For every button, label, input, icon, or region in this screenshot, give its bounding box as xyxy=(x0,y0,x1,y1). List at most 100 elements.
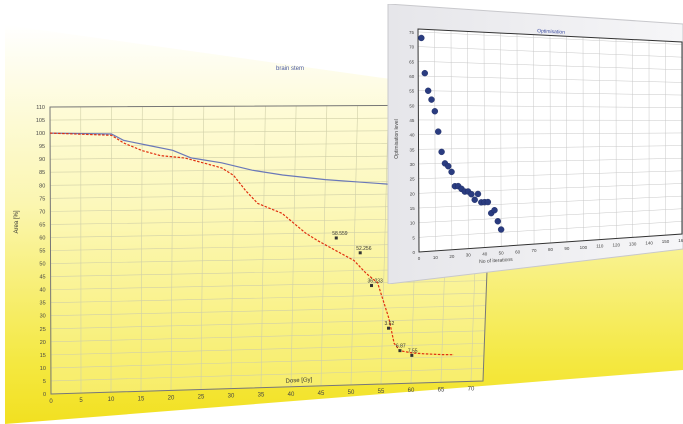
dvh-grid-line-y xyxy=(50,330,485,343)
dvh-y-tick-label: 5 xyxy=(43,379,46,385)
optimisation-points-group xyxy=(418,34,505,233)
dvh-y-tick-label: 45 xyxy=(39,275,45,281)
optimisation-grid-line-x xyxy=(516,33,518,246)
dvh-annotation-marker xyxy=(358,251,362,255)
optimisation-y-tick-label: 55 xyxy=(409,89,415,94)
dvh-y-tick-label: 85 xyxy=(39,170,45,176)
dvh-annotation-marker xyxy=(410,353,414,357)
dvh-annotations: 58.559 52.256 36.233 3.62 6.877.55 xyxy=(332,231,418,357)
optimisation-y-tick-label: 0 xyxy=(412,250,415,255)
dvh-x-tick-label: 55 xyxy=(378,389,385,395)
dvh-y-tick-label: 55 xyxy=(39,249,45,255)
optimisation-data-point xyxy=(484,198,492,206)
optimisation-data-point xyxy=(474,190,482,198)
dvh-x-tick-label: 35 xyxy=(258,393,265,399)
optimisation-x-tick-label: 40 xyxy=(482,252,488,257)
dvh-x-tick-label: 60 xyxy=(408,388,415,394)
optimisation-y-tick-label: 60 xyxy=(409,74,415,79)
dvh-x-tick-label: 45 xyxy=(318,391,325,397)
dvh-x-tick-label: 70 xyxy=(468,386,475,392)
optimisation-y-tick-label: 45 xyxy=(409,118,415,123)
dvh-y-tick-label: 30 xyxy=(40,314,46,320)
optimisation-data-point xyxy=(418,34,425,42)
optimisation-data-point xyxy=(494,218,502,225)
dvh-x-tick-label: 0 xyxy=(49,399,53,405)
dvh-y-tick-label: 70 xyxy=(39,209,45,215)
dvh-x-tick-label: 5 xyxy=(79,398,83,404)
plot-area-border xyxy=(49,104,494,395)
optimisation-data-point xyxy=(435,128,442,135)
optimisation-data-point xyxy=(445,163,452,170)
optimisation-grid-line-y xyxy=(418,46,683,58)
optimisation-grid-line-y xyxy=(418,195,683,209)
optimisation-x-tick-label: 110 xyxy=(596,244,604,249)
optimisation-grid-line-y xyxy=(418,90,683,96)
optimisation-grid-line-y xyxy=(418,157,683,165)
dvh-series-line-2 xyxy=(50,132,454,356)
optimisation-x-tick-label: 100 xyxy=(580,245,588,250)
dvh-y-tick-label: 80 xyxy=(39,183,45,189)
optimisation-y-tick-label: 5 xyxy=(412,235,415,240)
dvh-annotation-label: 3.62 xyxy=(385,321,395,327)
dvh-y-tick-label: 15 xyxy=(40,353,46,359)
optimisation-chart-panel: 0 10 20 30 40 50 60 70 80 90 100 110 120 130 140 150 16 0… xyxy=(387,4,683,284)
optimisation-y-tick-label: 30 xyxy=(410,162,416,167)
dvh-grid-line-y xyxy=(50,305,486,317)
optimisation-chart-title: Optimisation xyxy=(537,28,565,35)
dvh-y-tick-label: 105 xyxy=(36,118,45,124)
dvh-tick-labels: 0 5 10 15 20 25 30 35 40 45 50 55 60 65 70051015202530… xyxy=(36,105,475,405)
dvh-x-tick-label: 50 xyxy=(348,390,355,396)
optimisation-data-point xyxy=(438,148,445,156)
optimisation-grid-line-y xyxy=(418,61,683,71)
optimisation-y-tick-label: 25 xyxy=(410,177,416,182)
dvh-y-tick-label: 0 xyxy=(43,392,46,398)
optimisation-grid-line-x xyxy=(533,34,535,245)
optimisation-x-axis-label: No of iterations xyxy=(479,257,513,265)
dvh-y-tick-label: 20 xyxy=(40,340,46,346)
optimisation-y-tick-label: 10 xyxy=(410,221,416,226)
dvh-x-tick-label: 15 xyxy=(138,396,145,402)
dvh-annotation-marker xyxy=(387,326,391,330)
dvh-y-tick-label: 50 xyxy=(39,262,45,268)
dvh-y-tick-label: 60 xyxy=(39,235,45,241)
optimisation-x-tick-label: 160 xyxy=(678,238,683,243)
optimisation-x-tick-label: 70 xyxy=(532,248,538,253)
optimisation-x-tick-label: 90 xyxy=(564,246,570,251)
optimisation-y-tick-label: 70 xyxy=(409,45,415,50)
optimisation-x-tick-label: 120 xyxy=(612,243,620,248)
optimisation-y-tick-label: 40 xyxy=(409,133,415,138)
optimisation-grid-line-y xyxy=(418,221,683,238)
dvh-annotation-label: 52.256 xyxy=(356,246,372,252)
optimisation-x-tick-label: 50 xyxy=(499,250,505,255)
dvh-grid xyxy=(49,104,494,395)
dvh-y-tick-label: 75 xyxy=(39,196,45,202)
optimisation-grid-line-y xyxy=(418,145,683,150)
dvh-grid-line-y xyxy=(50,317,486,330)
optimisation-data-point xyxy=(431,108,439,115)
optimisation-x-tick-label: 60 xyxy=(515,249,521,254)
dvh-annotation-marker xyxy=(398,349,402,353)
optimisation-y-tick-label: 20 xyxy=(410,191,416,196)
dvh-grid-line-y xyxy=(50,368,484,382)
dvh-annotation-label: 7.55 xyxy=(408,348,418,354)
dvh-y-tick-label: 25 xyxy=(40,327,46,333)
optimisation-grid-line-y xyxy=(418,170,683,179)
dvh-grid-line-y xyxy=(50,343,485,356)
optimisation-data-point xyxy=(448,168,455,176)
optimisation-data-point xyxy=(424,87,432,94)
optimisation-x-tick-label: 0 xyxy=(418,256,421,261)
dvh-x-tick-label: 10 xyxy=(108,397,115,403)
optimisation-grid-line-y xyxy=(418,208,683,223)
optimisation-plot-border xyxy=(417,28,683,253)
optimisation-data-point xyxy=(421,69,428,77)
plot-area-background xyxy=(50,105,493,394)
optimisation-x-tick-label: 140 xyxy=(645,240,653,245)
optimisation-grid-line-y xyxy=(418,105,683,108)
optimisation-y-tick-label: 15 xyxy=(410,206,416,211)
optimisation-data-point xyxy=(428,96,435,103)
optimisation-x-tick-label: 20 xyxy=(449,254,455,259)
dvh-grid-line-y xyxy=(50,280,487,290)
dvh-x-tick-label: 20 xyxy=(168,395,175,401)
optimisation-data-point xyxy=(491,207,498,214)
dvh-y-tick-label: 100 xyxy=(36,131,45,137)
